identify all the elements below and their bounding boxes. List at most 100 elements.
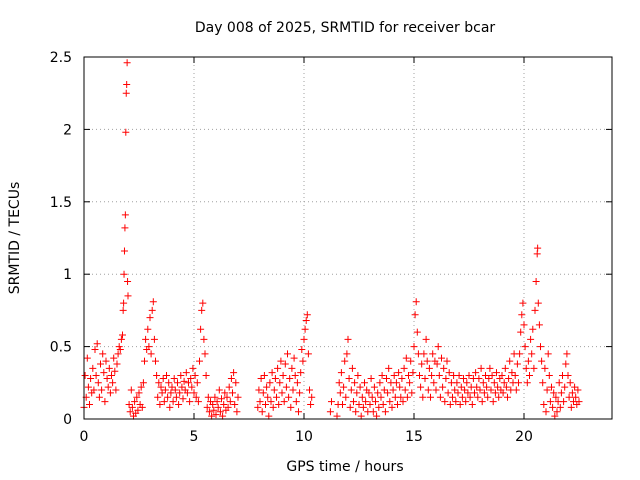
data-point xyxy=(254,403,262,411)
data-point xyxy=(193,379,201,387)
data-point xyxy=(526,372,533,380)
data-point xyxy=(472,369,480,377)
data-point xyxy=(418,360,426,368)
data-point xyxy=(120,299,128,307)
data-point xyxy=(515,379,522,387)
data-point xyxy=(475,374,483,382)
data-point xyxy=(428,372,436,380)
data-point xyxy=(544,350,552,358)
data-point xyxy=(348,364,356,372)
data-point xyxy=(154,393,162,401)
data-point xyxy=(121,224,129,232)
data-point xyxy=(357,412,365,420)
data-point xyxy=(257,374,265,382)
data-point xyxy=(430,379,438,387)
data-point xyxy=(304,350,312,358)
data-point xyxy=(389,386,397,394)
data-point xyxy=(171,386,179,394)
data-point xyxy=(368,393,376,401)
data-point xyxy=(211,393,219,401)
data-point xyxy=(483,383,491,391)
data-point xyxy=(520,321,528,329)
data-point xyxy=(473,383,481,391)
data-point xyxy=(83,354,91,362)
data-point xyxy=(358,393,366,401)
data-point xyxy=(499,389,507,397)
data-point xyxy=(423,357,431,365)
data-point xyxy=(560,398,568,406)
data-point xyxy=(166,403,174,411)
data-point xyxy=(187,374,195,382)
data-point xyxy=(216,408,224,416)
data-point xyxy=(277,357,285,365)
data-point xyxy=(407,357,415,365)
data-point xyxy=(111,367,119,375)
data-point xyxy=(575,398,583,406)
data-point xyxy=(493,369,500,377)
data-point xyxy=(534,299,542,307)
data-point xyxy=(110,354,118,362)
data-point xyxy=(394,401,401,409)
data-point xyxy=(232,379,240,387)
data-point xyxy=(113,360,121,368)
data-point xyxy=(125,401,133,409)
data-point xyxy=(255,386,263,394)
data-point xyxy=(328,398,335,406)
data-point xyxy=(436,393,444,401)
data-point xyxy=(227,374,235,382)
data-point xyxy=(372,398,379,406)
data-point xyxy=(333,412,341,420)
data-point xyxy=(383,374,390,382)
data-point xyxy=(87,374,95,382)
data-point xyxy=(215,386,223,394)
data-point xyxy=(276,379,284,387)
data-point xyxy=(278,389,286,397)
data-point xyxy=(197,325,205,333)
data-point xyxy=(144,325,152,333)
data-point xyxy=(478,398,486,406)
data-point xyxy=(551,412,559,420)
data-point xyxy=(90,386,98,394)
data-point xyxy=(202,372,210,380)
data-point xyxy=(495,393,503,401)
data-point xyxy=(302,317,310,325)
data-point xyxy=(335,379,343,387)
data-point xyxy=(563,350,571,358)
data-point xyxy=(105,364,113,372)
data-point xyxy=(148,306,156,314)
data-point xyxy=(214,403,222,411)
data-points xyxy=(80,59,583,420)
data-point xyxy=(511,372,519,380)
data-point xyxy=(398,374,406,382)
data-point xyxy=(435,372,443,380)
data-point xyxy=(289,386,297,394)
data-point xyxy=(134,406,142,414)
data-point xyxy=(456,401,464,409)
axes: 0 5 10 15 20 0 0.5 1 1.5 2 2.5 xyxy=(50,50,613,445)
y-tick-label: 1.5 xyxy=(50,195,72,211)
data-point xyxy=(488,372,496,380)
data-point xyxy=(164,393,172,401)
data-point xyxy=(176,389,184,397)
data-point xyxy=(419,393,427,401)
data-point xyxy=(460,374,467,382)
data-point xyxy=(127,386,135,394)
data-point xyxy=(340,383,348,391)
y-tick-label: 2.5 xyxy=(50,50,72,66)
data-point xyxy=(409,369,417,377)
data-point xyxy=(263,383,271,391)
data-point xyxy=(123,59,131,67)
data-point xyxy=(518,311,526,319)
data-point xyxy=(229,389,236,397)
data-point xyxy=(128,403,136,411)
data-point xyxy=(141,357,148,365)
data-point xyxy=(378,372,386,380)
data-point xyxy=(270,386,278,394)
data-point xyxy=(210,406,218,414)
data-point xyxy=(453,379,461,387)
data-point xyxy=(205,408,213,416)
data-point xyxy=(463,379,471,387)
data-point xyxy=(84,383,92,391)
data-point xyxy=(395,369,403,377)
